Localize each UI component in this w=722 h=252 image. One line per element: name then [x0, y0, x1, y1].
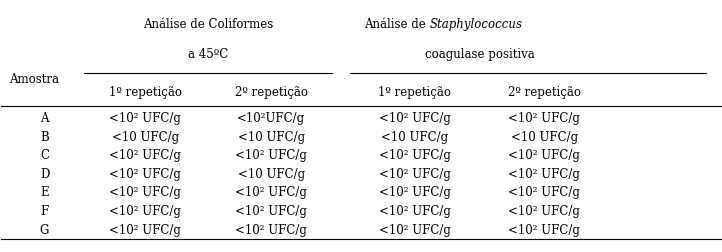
- Text: <10² UFC/g: <10² UFC/g: [508, 186, 580, 199]
- Text: <10² UFC/g: <10² UFC/g: [379, 168, 451, 181]
- Text: <10² UFC/g: <10² UFC/g: [508, 112, 580, 125]
- Text: <10² UFC/g: <10² UFC/g: [379, 205, 451, 218]
- Text: <10² UFC/g: <10² UFC/g: [235, 149, 307, 162]
- Text: <10 UFC/g: <10 UFC/g: [238, 168, 305, 181]
- Text: G: G: [40, 224, 49, 237]
- Text: <10 UFC/g: <10 UFC/g: [112, 131, 179, 144]
- Text: <10² UFC/g: <10² UFC/g: [379, 112, 451, 125]
- Text: <10² UFC/g: <10² UFC/g: [235, 186, 307, 199]
- Text: <10² UFC/g: <10² UFC/g: [508, 224, 580, 237]
- Text: <10² UFC/g: <10² UFC/g: [235, 205, 307, 218]
- Text: Amostra: Amostra: [9, 73, 58, 86]
- Text: <10² UFC/g: <10² UFC/g: [109, 224, 181, 237]
- Text: <10² UFC/g: <10² UFC/g: [508, 149, 580, 162]
- Text: a 45ºC: a 45ºC: [188, 48, 228, 61]
- Text: C: C: [40, 149, 49, 162]
- Text: Análise de Coliformes: Análise de Coliformes: [143, 18, 274, 31]
- Text: 2º repetição: 2º repetição: [508, 86, 581, 99]
- Text: <10² UFC/g: <10² UFC/g: [109, 112, 181, 125]
- Text: 2º repetição: 2º repetição: [235, 86, 308, 99]
- Text: 1º repetição: 1º repetição: [378, 86, 451, 99]
- Text: <10² UFC/g: <10² UFC/g: [109, 186, 181, 199]
- Text: <10² UFC/g: <10² UFC/g: [235, 224, 307, 237]
- Text: F: F: [40, 205, 48, 218]
- Text: <10 UFC/g: <10 UFC/g: [511, 131, 578, 144]
- Text: <10² UFC/g: <10² UFC/g: [379, 224, 451, 237]
- Text: D: D: [40, 168, 49, 181]
- Text: Staphylococcus: Staphylococcus: [430, 18, 522, 31]
- Text: A: A: [40, 112, 49, 125]
- Text: <10² UFC/g: <10² UFC/g: [379, 149, 451, 162]
- Text: <10 UFC/g: <10 UFC/g: [381, 131, 448, 144]
- Text: 1º repetição: 1º repetição: [109, 86, 182, 99]
- Text: <10² UFC/g: <10² UFC/g: [109, 149, 181, 162]
- Text: <10² UFC/g: <10² UFC/g: [109, 168, 181, 181]
- Text: <10 UFC/g: <10 UFC/g: [238, 131, 305, 144]
- Text: <10² UFC/g: <10² UFC/g: [508, 205, 580, 218]
- Text: Análise de: Análise de: [364, 18, 430, 31]
- Text: <10² UFC/g: <10² UFC/g: [109, 205, 181, 218]
- Text: <10² UFC/g: <10² UFC/g: [508, 168, 580, 181]
- Text: <10²UFC/g: <10²UFC/g: [237, 112, 305, 125]
- Text: <10² UFC/g: <10² UFC/g: [379, 186, 451, 199]
- Text: E: E: [40, 186, 49, 199]
- Text: B: B: [40, 131, 49, 144]
- Text: coagulase positiva: coagulase positiva: [425, 48, 534, 61]
